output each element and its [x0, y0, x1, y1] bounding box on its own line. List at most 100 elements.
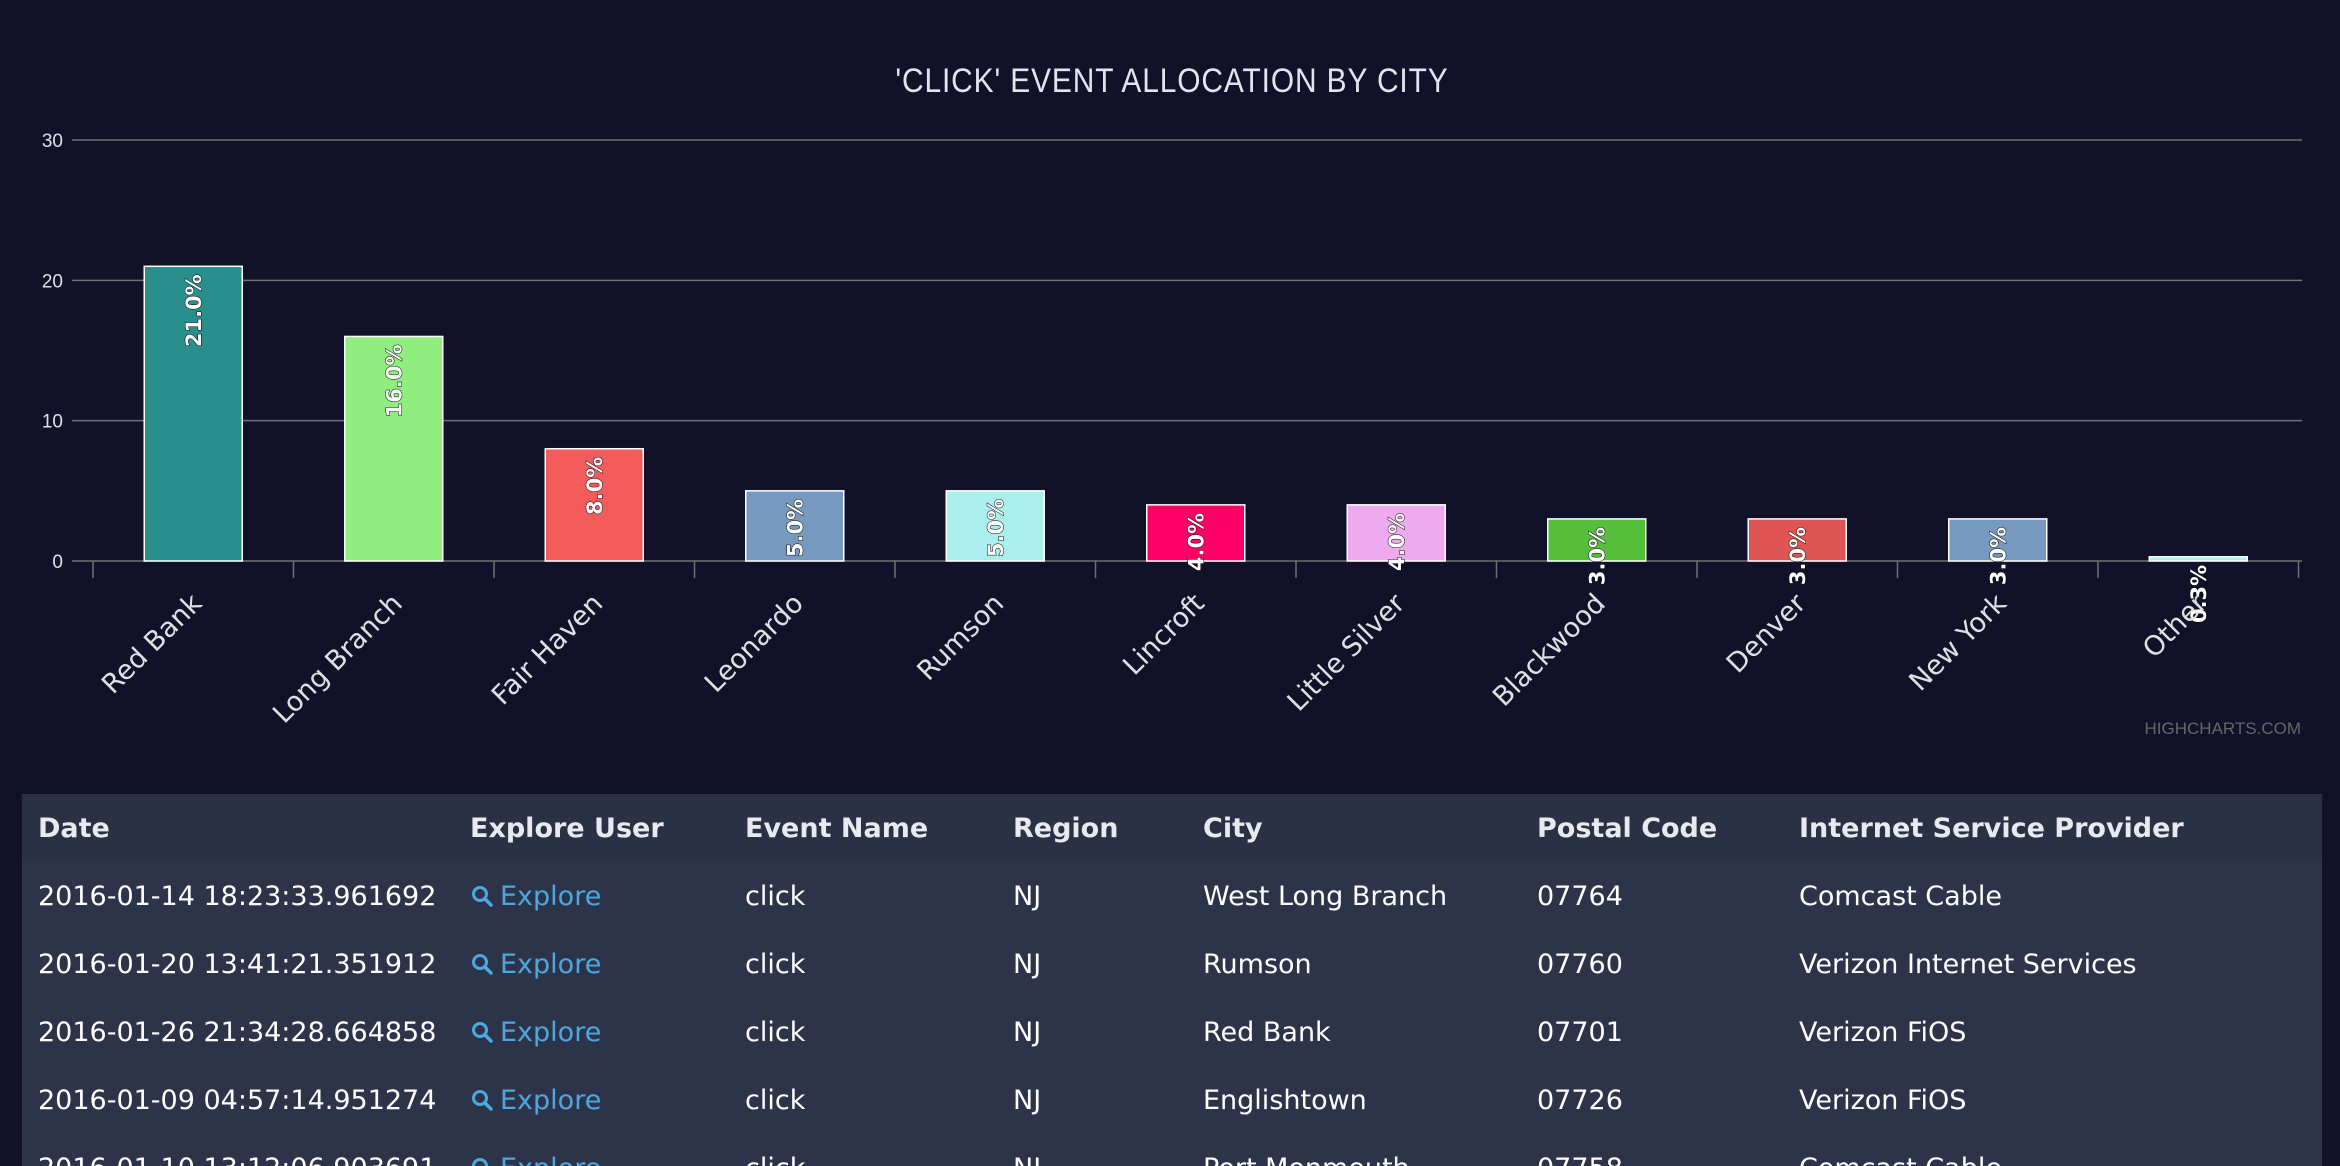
explore-user-link[interactable]: Explore	[470, 949, 601, 980]
table-row: 2016-01-14 18:23:33.961692 Explore click NJ…	[22, 862, 2322, 930]
bar-fair-haven	[544, 447, 644, 562]
explore-label: Explore	[500, 948, 602, 980]
category-label: New York	[1903, 588, 2013, 698]
search-icon	[472, 953, 493, 975]
column-header-explore-user[interactable]: Explore User	[454, 794, 729, 862]
cell-date: 2016-01-14 18:23:33.961692	[38, 880, 437, 912]
data-label: 5.0%	[984, 499, 1008, 557]
column-header-date[interactable]: Date	[22, 794, 454, 862]
explore-label: Explore	[500, 1084, 602, 1116]
cell-city: Rumson	[1203, 948, 1312, 980]
bar-denver	[1747, 518, 1847, 562]
cell-event-name: click	[745, 880, 806, 912]
data-label: 4.0%	[1185, 513, 1209, 571]
cell-region: NJ	[1013, 880, 1042, 912]
category-label: Long Branch	[267, 588, 409, 730]
cell-region: NJ	[997, 1134, 1187, 1166]
explore-label: Explore	[500, 1153, 601, 1166]
data-label: 0.3%	[2187, 565, 2211, 623]
y-tick-label: 10	[42, 412, 63, 433]
chart-title: 'CLICK' EVENT ALLOCATION BY CITY	[895, 61, 1448, 99]
column-header-event-name[interactable]: Event Name	[729, 794, 997, 862]
cell-event-name: click	[745, 948, 806, 980]
cell-date: 2016-01-20 13:41:21.351912	[38, 948, 437, 980]
cell-city: Red Bank	[1203, 1016, 1331, 1048]
table-row: 2016-01-26 21:34:28.664858 Explore click NJ…	[22, 998, 2322, 1066]
bar-blackwood	[1547, 518, 1647, 562]
explore-user-link[interactable]: Explore	[470, 881, 601, 912]
y-tick-label: 0	[52, 552, 63, 573]
table-header-row: Date Explore User Event Name Region City…	[22, 794, 2322, 862]
cell-city: Port Monmouth	[1187, 1134, 1521, 1166]
category-label: Red Bank	[96, 588, 208, 700]
cell-postal-code: 07764	[1537, 880, 1623, 912]
cell-event-name: click	[745, 1084, 806, 1116]
data-label: 3.0%	[1586, 527, 1610, 585]
credits-link[interactable]: HIGHCHARTS.COM	[2145, 719, 2301, 738]
events-table-container[interactable]: Date Explore User Event Name Region City…	[22, 794, 2322, 1166]
category-label: Fair Haven	[486, 588, 609, 711]
events-table: Date Explore User Event Name Region City…	[22, 794, 2322, 1166]
bar-other	[2148, 556, 2248, 562]
bar-rumson	[945, 490, 1045, 562]
cell-region: NJ	[1013, 948, 1042, 980]
cell-isp: Comcast Cable	[1783, 1134, 2322, 1166]
column-header-postal-code[interactable]: Postal Code	[1521, 794, 1783, 862]
cell-explore-user: Explore	[454, 1066, 729, 1134]
bar-new-york	[1948, 518, 2048, 562]
cell-event-name: click	[745, 1016, 806, 1048]
cell-explore-user: Explore	[454, 862, 729, 930]
cell-isp: Verizon FiOS	[1799, 1084, 1967, 1116]
cell-region: NJ	[1013, 1084, 1042, 1116]
data-label: 8.0%	[583, 457, 607, 515]
explore-user-link[interactable]: Explore	[470, 1017, 601, 1048]
cell-explore-user: Explore	[454, 998, 729, 1066]
bar-red-bank	[143, 265, 243, 562]
data-label: 4.0%	[1385, 513, 1409, 571]
chart-container: 'CLICK' EVENT ALLOCATION BY CITY 0 10 20 30 2…	[42, 61, 2302, 738]
bar-leonardo	[745, 490, 845, 562]
search-icon	[472, 1157, 488, 1166]
cell-explore-user: Explore	[454, 930, 729, 998]
table-row: 2016-01-09 04:57:14.951274 Explore click NJ…	[22, 1066, 2322, 1134]
column-header-region[interactable]: Region	[997, 794, 1187, 862]
cell-postal-code: 07701	[1537, 1016, 1623, 1048]
explore-user-link[interactable]: Explore	[470, 1153, 601, 1166]
column-header-isp[interactable]: Internet Service Provider	[1783, 794, 2322, 862]
explore-user-link[interactable]: Explore	[470, 1085, 601, 1116]
category-label: Rumson	[911, 588, 1010, 687]
data-label: 3.0%	[1786, 527, 1810, 585]
cell-date: 2016-01-26 21:34:28.664858	[38, 1016, 437, 1048]
cell-postal-code: 07760	[1537, 948, 1623, 980]
search-icon	[472, 1089, 493, 1111]
bar-long-branch	[344, 335, 444, 562]
cell-isp: Verizon FiOS	[1799, 1016, 1967, 1048]
category-label: Denver	[1721, 587, 1813, 679]
y-tick-label: 20	[42, 271, 63, 292]
category-label: Leonardo	[699, 588, 810, 699]
cell-city: Englishtown	[1203, 1084, 1367, 1116]
search-icon	[472, 885, 493, 907]
category-label: Lincroft	[1117, 588, 1210, 681]
data-label: 3.0%	[1987, 527, 2011, 585]
data-label: 5.0%	[784, 499, 808, 557]
cell-date: 2016-01-09 04:57:14.951274	[38, 1084, 437, 1116]
category-label: Blackwood	[1487, 588, 1612, 713]
column-header-city[interactable]: City	[1187, 794, 1521, 862]
bar-little-silver	[1346, 504, 1446, 562]
table-row: 2016-01-10 13:12:06.903691 Explore clickNJ…	[22, 1134, 2322, 1166]
data-label: 21.0%	[182, 274, 206, 347]
category-label: Little Silver	[1282, 587, 1412, 717]
y-tick-label: 30	[42, 131, 63, 152]
cell-postal-code: 07758	[1521, 1134, 1783, 1166]
cell-postal-code: 07726	[1537, 1084, 1623, 1116]
cell-isp: Comcast Cable	[1799, 880, 2002, 912]
bar-lincroft	[1146, 504, 1246, 562]
search-icon	[472, 1021, 493, 1043]
cell-event-name: click	[729, 1134, 997, 1166]
data-label: 16.0%	[383, 344, 407, 417]
explore-label: Explore	[500, 880, 602, 912]
cell-city: West Long Branch	[1203, 880, 1448, 912]
bar-chart: 'CLICK' EVENT ALLOCATION BY CITY 0 10 20 30 2…	[42, 61, 2302, 738]
cell-region: NJ	[1013, 1016, 1042, 1048]
